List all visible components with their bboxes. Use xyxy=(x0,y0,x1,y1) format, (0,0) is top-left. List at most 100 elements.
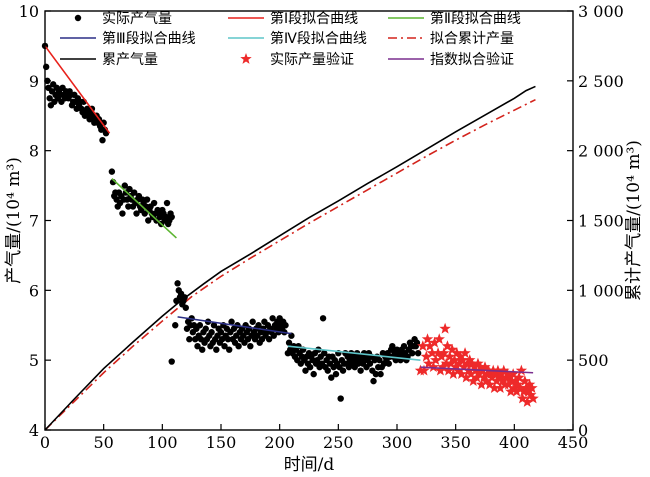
actual-point xyxy=(172,322,179,329)
validation-star xyxy=(508,382,521,393)
y-right-tick-label: 0 xyxy=(578,421,588,440)
y-left-tick-label: 8 xyxy=(29,142,39,161)
y-left-tick-label: 9 xyxy=(29,72,39,91)
validation-star xyxy=(515,364,528,376)
actual-point xyxy=(339,367,347,374)
actual-point xyxy=(125,203,132,210)
validation-star xyxy=(432,347,444,359)
validation-star xyxy=(467,375,479,386)
actual-point xyxy=(141,210,148,217)
validation-star xyxy=(430,354,442,366)
actual-point xyxy=(46,95,53,102)
actual-point xyxy=(130,189,138,196)
validation-star xyxy=(496,375,509,386)
validation-star xyxy=(428,336,441,348)
actual-point xyxy=(199,346,206,353)
legend-item: 第Ⅱ段拟合曲线 xyxy=(388,10,521,27)
actual-point xyxy=(42,63,50,71)
y-right-axis-title: 累计产气量/(10⁴ m³) xyxy=(624,140,644,301)
x-tick-label: 300 xyxy=(382,433,413,452)
actual-point xyxy=(163,199,171,207)
y-left-tick-label: 6 xyxy=(29,281,39,300)
validation-star xyxy=(525,389,537,400)
validation-star xyxy=(514,382,526,393)
validation-star xyxy=(458,361,470,372)
validation-star xyxy=(522,385,535,397)
actual-point xyxy=(376,356,383,364)
validation-star xyxy=(510,385,523,397)
validation-star xyxy=(444,350,456,362)
actual-point xyxy=(282,322,289,329)
x-tick-label: 150 xyxy=(206,433,237,452)
validation-star xyxy=(483,378,496,390)
validation-star xyxy=(427,361,440,372)
actual-point xyxy=(319,315,327,322)
legend-item: 实际产量验证 xyxy=(240,52,354,68)
y-right-tick-label: 1 500 xyxy=(578,212,624,231)
actual-point xyxy=(181,294,188,301)
validation-star xyxy=(446,343,458,355)
validation-star xyxy=(507,368,519,379)
x-tick-label: 400 xyxy=(499,433,530,452)
y-right-tick-label: 3 000 xyxy=(578,2,624,21)
validation-star xyxy=(421,333,434,345)
y-left-axis-title: 产气量/(10⁴ m³) xyxy=(4,157,24,284)
actual-point xyxy=(119,210,126,217)
validation-star xyxy=(459,347,471,359)
validation-star xyxy=(448,354,461,366)
actual-point xyxy=(285,339,293,346)
actual-point xyxy=(182,304,189,311)
actual-point xyxy=(310,370,317,378)
legend-item: 指数拟合验证 xyxy=(388,52,514,68)
x-tick-label: 200 xyxy=(264,433,295,452)
cumulative-actual-line xyxy=(44,85,536,431)
legend-item: 拟合累计产量 xyxy=(388,31,514,47)
actual-point xyxy=(108,168,116,175)
actual-point xyxy=(357,367,364,374)
validation-star xyxy=(527,392,539,404)
fit-line xyxy=(44,45,111,134)
validation-star xyxy=(445,357,457,369)
actual-point xyxy=(235,343,242,350)
validation-star xyxy=(451,347,463,359)
validation-star xyxy=(486,371,498,383)
legend-item: 第Ⅲ段拟合曲线 xyxy=(60,30,196,47)
y-right-tick-label: 2 000 xyxy=(578,142,624,161)
validation-star xyxy=(417,340,429,352)
validation-star xyxy=(418,364,430,376)
actual-point xyxy=(217,329,225,336)
y-right-tick-label: 1 000 xyxy=(578,281,624,300)
x-tick-label: 50 xyxy=(93,433,113,452)
validation-star xyxy=(475,378,488,390)
actual-point xyxy=(150,199,158,207)
actual-point xyxy=(202,325,209,332)
legend-dot-icon xyxy=(74,14,82,22)
validation-star xyxy=(420,350,433,362)
validation-star xyxy=(521,396,533,407)
actual-point xyxy=(121,182,128,189)
x-tick-label: 0 xyxy=(40,433,50,452)
actual-point xyxy=(221,343,228,350)
validation-star xyxy=(526,382,538,393)
legend-label: 拟合累计产量 xyxy=(430,31,514,47)
validation-star xyxy=(509,375,522,386)
legend-label: 实际产量验证 xyxy=(270,52,354,68)
validation-star xyxy=(464,354,476,366)
actual-point xyxy=(208,329,215,336)
legend-item: 实际产气量 xyxy=(74,11,172,27)
validation-star xyxy=(480,375,492,386)
actual-point xyxy=(324,367,331,374)
actual-point xyxy=(145,217,152,224)
actual-point xyxy=(224,336,232,343)
validation-star xyxy=(457,354,469,366)
actual-point xyxy=(196,322,204,329)
actual-point xyxy=(321,349,328,357)
validation-star xyxy=(433,333,445,345)
validation-star xyxy=(473,368,485,379)
actual-point xyxy=(385,360,392,367)
validation-star xyxy=(519,375,531,386)
actual-point xyxy=(389,343,396,350)
legend-star-icon xyxy=(240,53,252,64)
actual-point xyxy=(270,332,277,339)
